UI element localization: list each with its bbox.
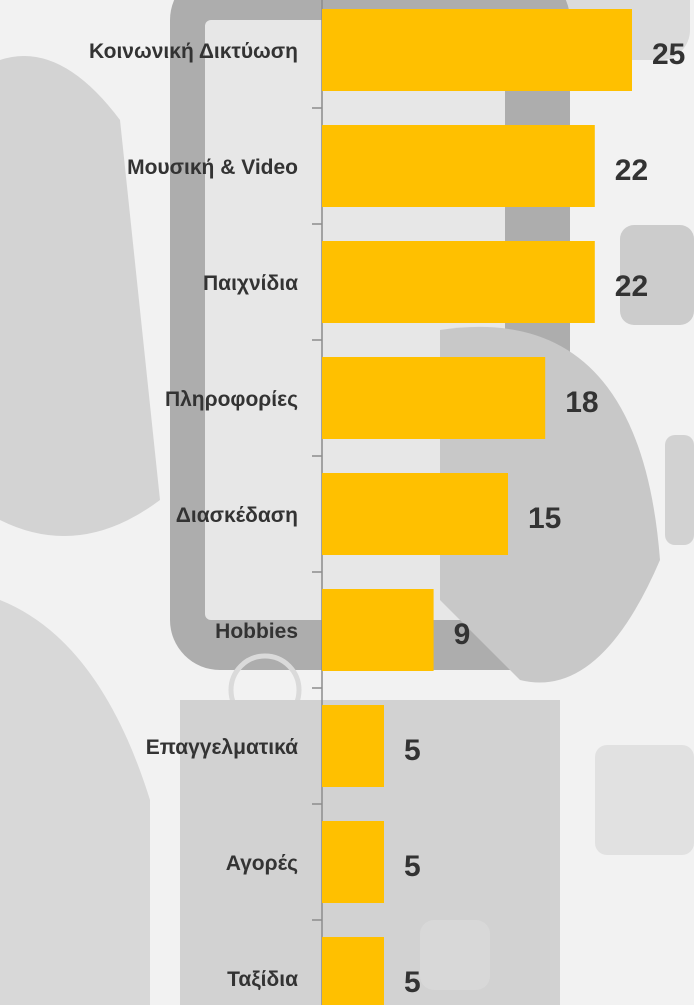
category-label: Ταξίδια bbox=[0, 965, 298, 995]
category-label: Κοινωνική Δικτύωση bbox=[0, 37, 298, 67]
bar bbox=[322, 589, 434, 671]
bar bbox=[322, 241, 595, 323]
bar bbox=[322, 125, 595, 207]
bar bbox=[322, 821, 384, 903]
value-label: 5 bbox=[404, 966, 421, 1000]
value-label: 9 bbox=[454, 618, 471, 652]
category-label: Hobbies bbox=[0, 617, 298, 647]
bar bbox=[322, 357, 545, 439]
category-label: Αγορές bbox=[0, 849, 298, 879]
category-label: Επαγγελματικά bbox=[0, 733, 298, 763]
value-label: 22 bbox=[615, 270, 648, 304]
bar bbox=[322, 705, 384, 787]
category-label: Μουσική & Video bbox=[0, 153, 298, 183]
value-label: 15 bbox=[528, 502, 561, 536]
bar bbox=[322, 937, 384, 1005]
value-label: 18 bbox=[565, 386, 598, 420]
value-label: 25 bbox=[652, 38, 685, 72]
value-label: 22 bbox=[615, 154, 648, 188]
bar bbox=[322, 473, 508, 555]
category-label: Διασκέδαση bbox=[0, 501, 298, 531]
value-label: 5 bbox=[404, 734, 421, 768]
value-label: 5 bbox=[404, 850, 421, 884]
bar bbox=[322, 9, 632, 91]
category-label: Πληροφορίες bbox=[0, 385, 298, 415]
category-label: Παιχνίδια bbox=[0, 269, 298, 299]
page: (() => { const data = JSON.parse(documen… bbox=[0, 0, 694, 1005]
